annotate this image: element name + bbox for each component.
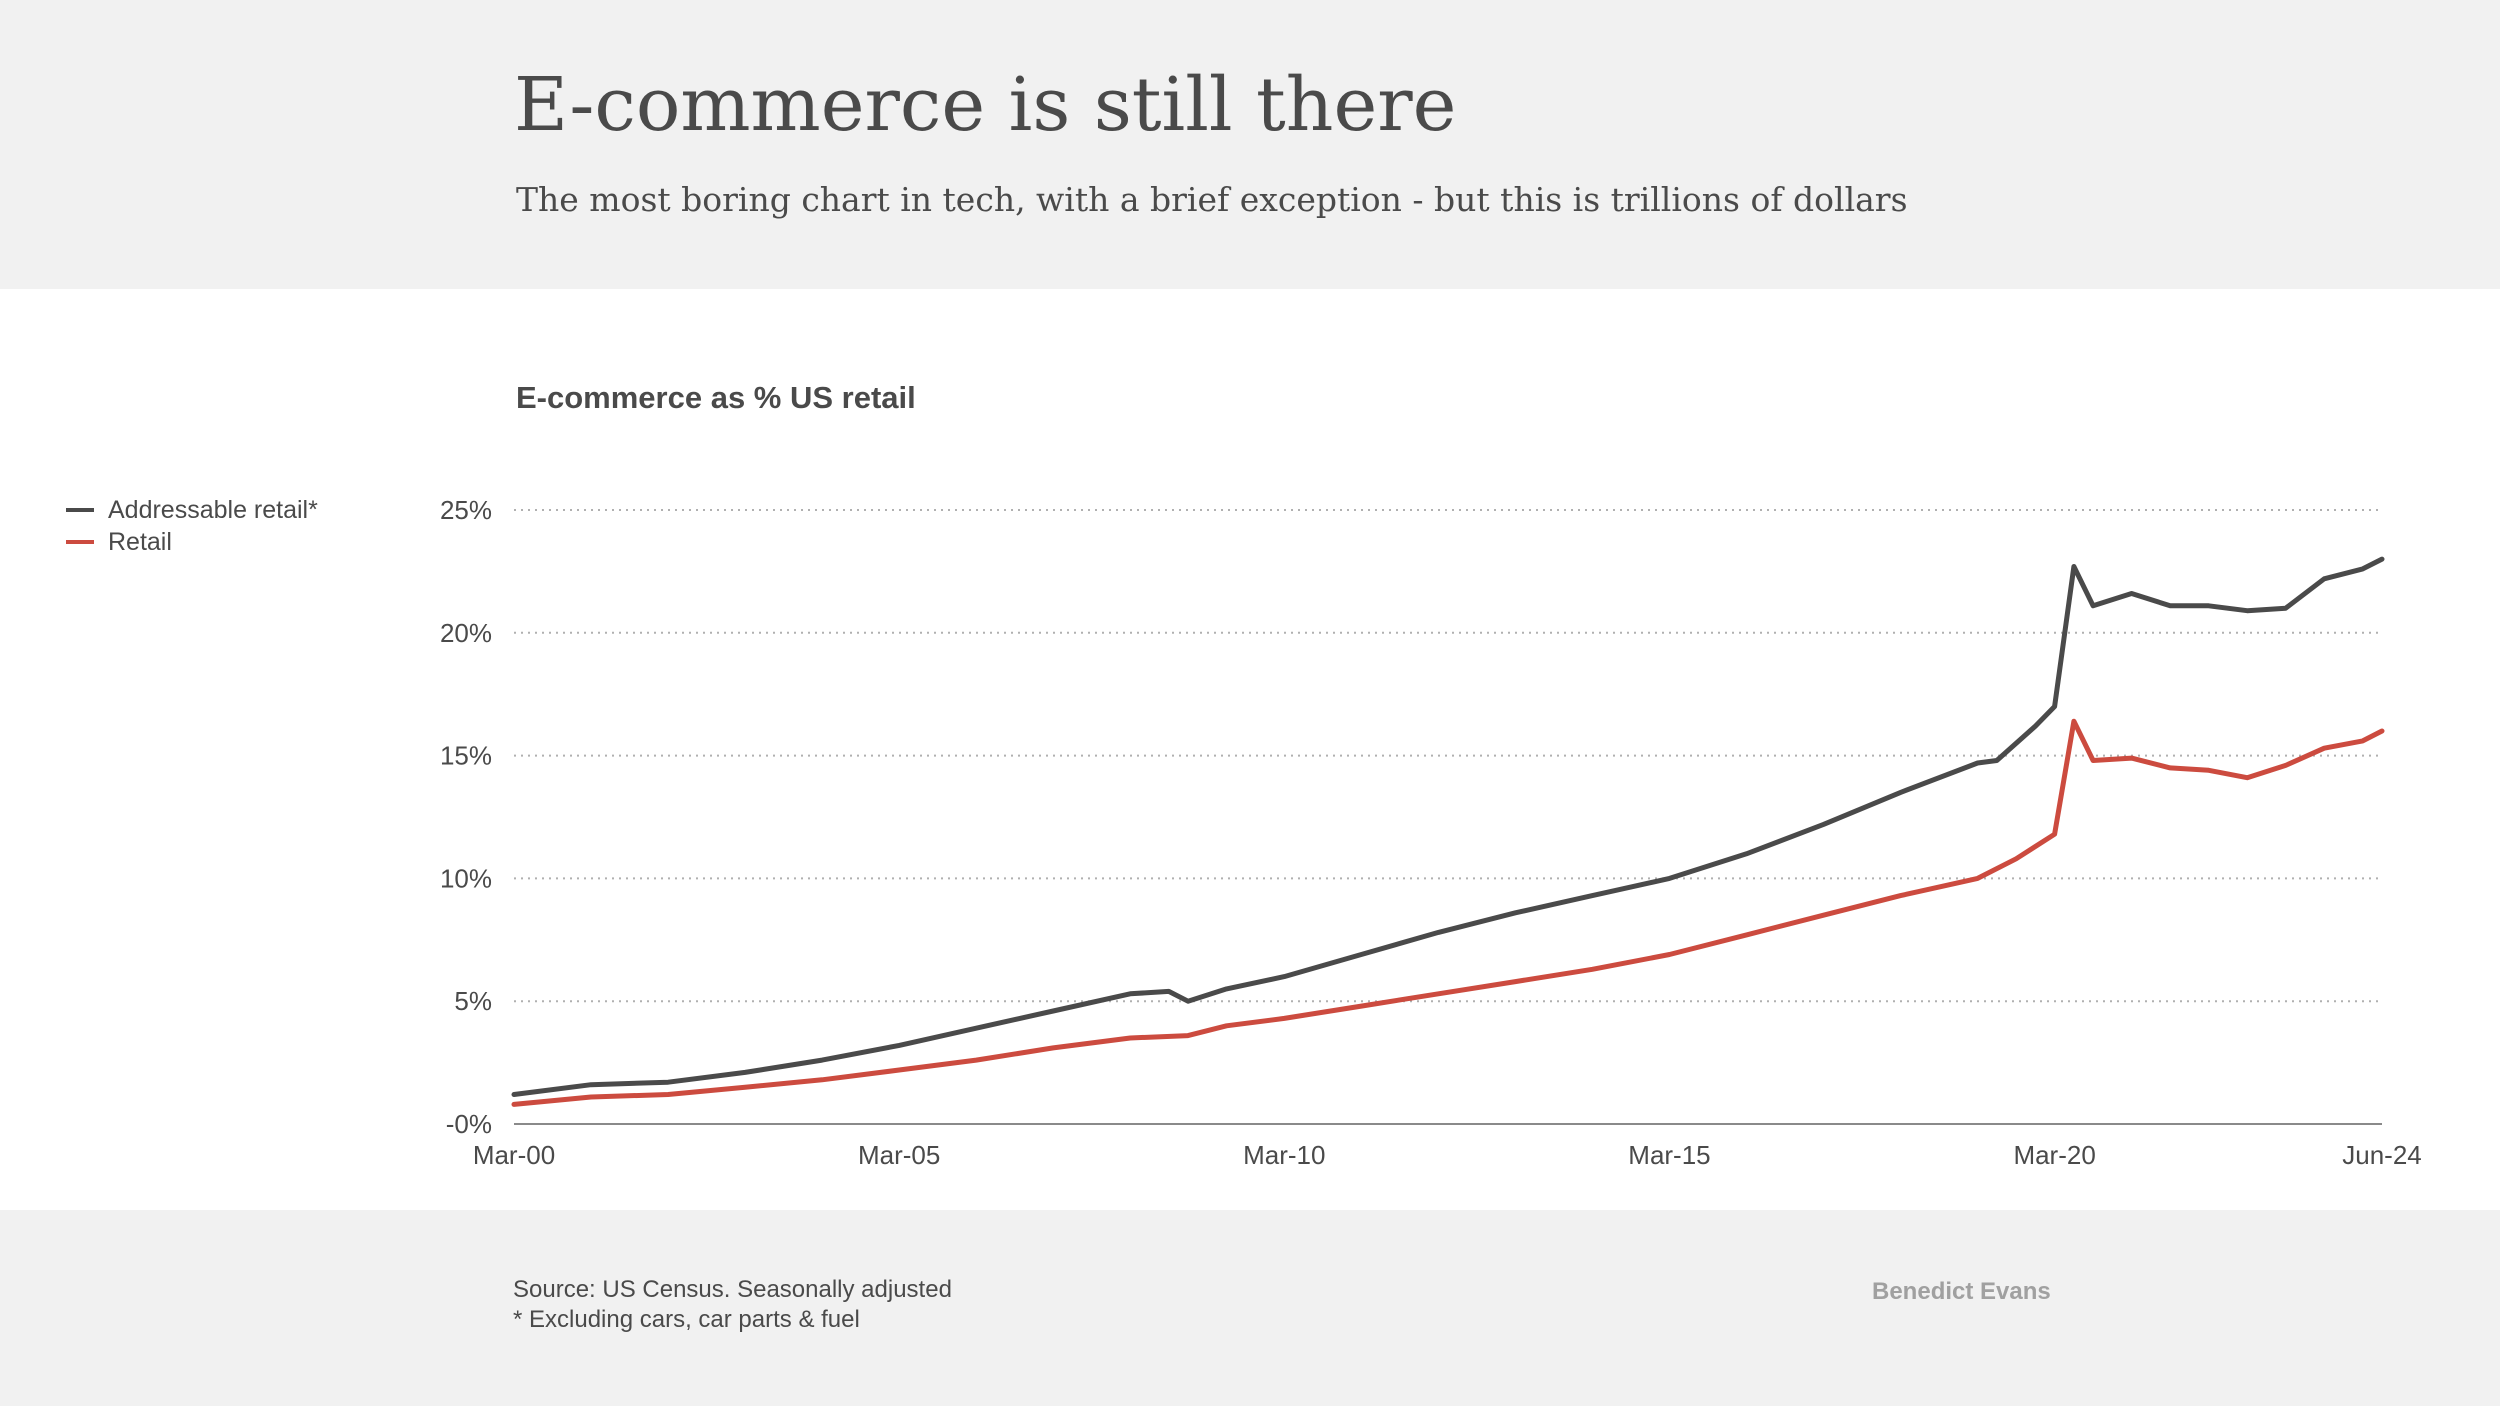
- legend-label: Retail: [108, 527, 172, 556]
- y-tick-label: -0%: [446, 1109, 492, 1139]
- x-tick-label: Mar-15: [1628, 1140, 1710, 1170]
- x-tick-label: Mar-00: [473, 1140, 555, 1170]
- y-tick-label: 10%: [440, 863, 492, 893]
- footnote-text: * Excluding cars, car parts & fuel: [513, 1306, 860, 1333]
- x-tick-label: Jun-24: [2342, 1140, 2422, 1170]
- page-subtitle: The most boring chart in tech, with a br…: [516, 180, 1908, 219]
- y-tick-label: 5%: [454, 986, 492, 1016]
- legend-label: Addressable retail*: [108, 495, 318, 524]
- footer-band: [0, 1210, 2500, 1406]
- y-tick-label: 15%: [440, 741, 492, 771]
- series-line-retail: [511, 718, 2385, 1107]
- chart-title: E-commerce as % US retail: [516, 380, 916, 415]
- page-title: E-commerce is still there: [514, 62, 1457, 148]
- source-note: Source: US Census. Seasonally adjusted *…: [513, 1275, 952, 1335]
- source-text: Source: US Census. Seasonally adjusted: [513, 1276, 952, 1303]
- legend: Addressable retail* Retail: [66, 494, 318, 558]
- x-tick-label: Mar-05: [858, 1140, 940, 1170]
- legend-swatch: [66, 508, 94, 512]
- x-tick-label: Mar-20: [2013, 1140, 2095, 1170]
- x-tick-label: Mar-10: [1243, 1140, 1325, 1170]
- legend-item-retail: Retail: [66, 526, 318, 558]
- y-tick-label: 20%: [440, 618, 492, 648]
- header-band: E-commerce is still there The most borin…: [0, 0, 2500, 289]
- y-tick-label: 25%: [440, 495, 492, 525]
- legend-item-addressable: Addressable retail*: [66, 494, 318, 526]
- series-line-addressable-retail: [511, 556, 2385, 1097]
- legend-swatch: [66, 540, 94, 544]
- brand-credit: Benedict Evans: [1872, 1278, 2051, 1305]
